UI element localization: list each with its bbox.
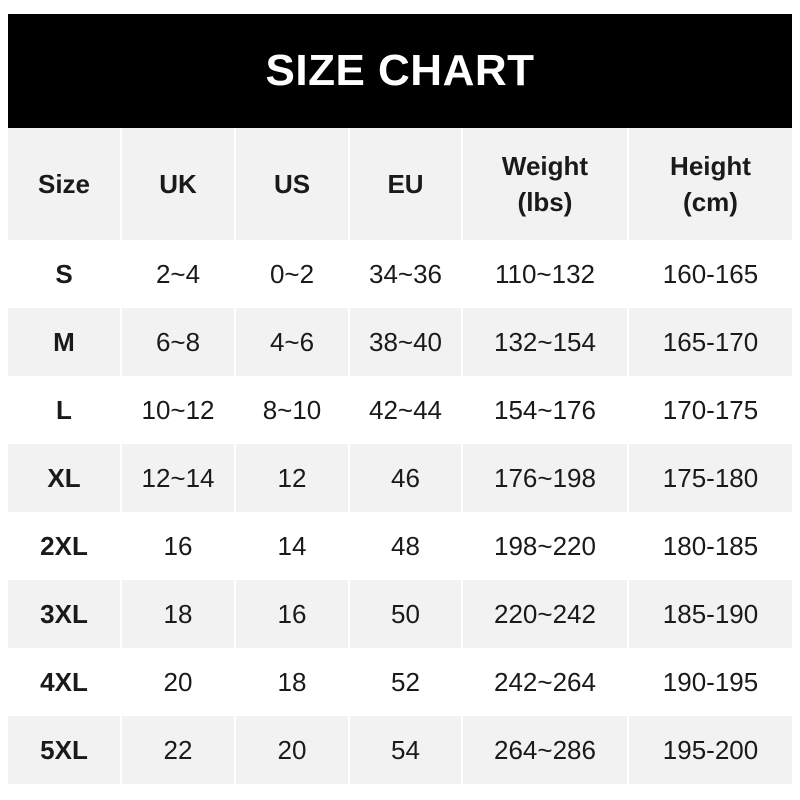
table-cell: 34~36: [348, 240, 462, 308]
table-cell: 6~8: [120, 308, 235, 376]
table-cell: 54: [348, 716, 462, 784]
column-header: Size: [8, 128, 121, 240]
size-label: S: [8, 240, 121, 308]
header-row: Size UK US EU Weight (lbs) Height (cm): [8, 128, 792, 240]
column-header: Weight (lbs): [461, 128, 628, 240]
table-cell: 195-200: [627, 716, 792, 784]
column-header: EU: [348, 128, 462, 240]
table-cell: 22: [120, 716, 235, 784]
table-cell: 52: [348, 648, 462, 716]
table-cell: 38~40: [348, 308, 462, 376]
table-row: XL 12~14 12 46 176~198 175-180: [8, 444, 792, 512]
size-label: M: [8, 308, 121, 376]
column-header: US: [234, 128, 349, 240]
table-cell: 2~4: [120, 240, 235, 308]
table-cell: 242~264: [461, 648, 628, 716]
table-cell: 154~176: [461, 376, 628, 444]
table-cell: 132~154: [461, 308, 628, 376]
column-header: UK: [120, 128, 235, 240]
table-cell: 4~6: [234, 308, 349, 376]
table-row: 5XL 22 20 54 264~286 195-200: [8, 716, 792, 784]
table-cell: 180-185: [627, 512, 792, 580]
size-label: 5XL: [8, 716, 121, 784]
table-cell: 170-175: [627, 376, 792, 444]
table-cell: 0~2: [234, 240, 349, 308]
table-cell: 175-180: [627, 444, 792, 512]
table-cell: 20: [120, 648, 235, 716]
table-cell: 264~286: [461, 716, 628, 784]
table-cell: 220~242: [461, 580, 628, 648]
size-label: 4XL: [8, 648, 121, 716]
table-row: L 10~12 8~10 42~44 154~176 170-175: [8, 376, 792, 444]
table-cell: 12~14: [120, 444, 235, 512]
table-row: 3XL 18 16 50 220~242 185-190: [8, 580, 792, 648]
table-cell: 16: [120, 512, 235, 580]
column-header: Height (cm): [627, 128, 792, 240]
table-cell: 176~198: [461, 444, 628, 512]
table-cell: 50: [348, 580, 462, 648]
table-cell: 16: [234, 580, 349, 648]
table-cell: 46: [348, 444, 462, 512]
table-cell: 8~10: [234, 376, 349, 444]
size-chart-table: Size UK US EU Weight (lbs) Height (cm) S 2~4 0~…: [8, 128, 792, 784]
size-label: L: [8, 376, 121, 444]
table-row: M 6~8 4~6 38~40 132~154 165-170: [8, 308, 792, 376]
table-cell: 165-170: [627, 308, 792, 376]
table-cell: 42~44: [348, 376, 462, 444]
table-cell: 20: [234, 716, 349, 784]
table-cell: 185-190: [627, 580, 792, 648]
table-cell: 198~220: [461, 512, 628, 580]
size-chart-title: SIZE CHART: [8, 14, 792, 128]
table-cell: 18: [120, 580, 235, 648]
table-cell: 10~12: [120, 376, 235, 444]
table-cell: 12: [234, 444, 349, 512]
table-row: S 2~4 0~2 34~36 110~132 160-165: [8, 240, 792, 308]
table-row: 2XL 16 14 48 198~220 180-185: [8, 512, 792, 580]
size-label: XL: [8, 444, 121, 512]
size-label: 3XL: [8, 580, 121, 648]
table-row: 4XL 20 18 52 242~264 190-195: [8, 648, 792, 716]
table-cell: 14: [234, 512, 349, 580]
table-cell: 160-165: [627, 240, 792, 308]
table-cell: 110~132: [461, 240, 628, 308]
table-cell: 190-195: [627, 648, 792, 716]
table-cell: 18: [234, 648, 349, 716]
size-label: 2XL: [8, 512, 121, 580]
table-cell: 48: [348, 512, 462, 580]
